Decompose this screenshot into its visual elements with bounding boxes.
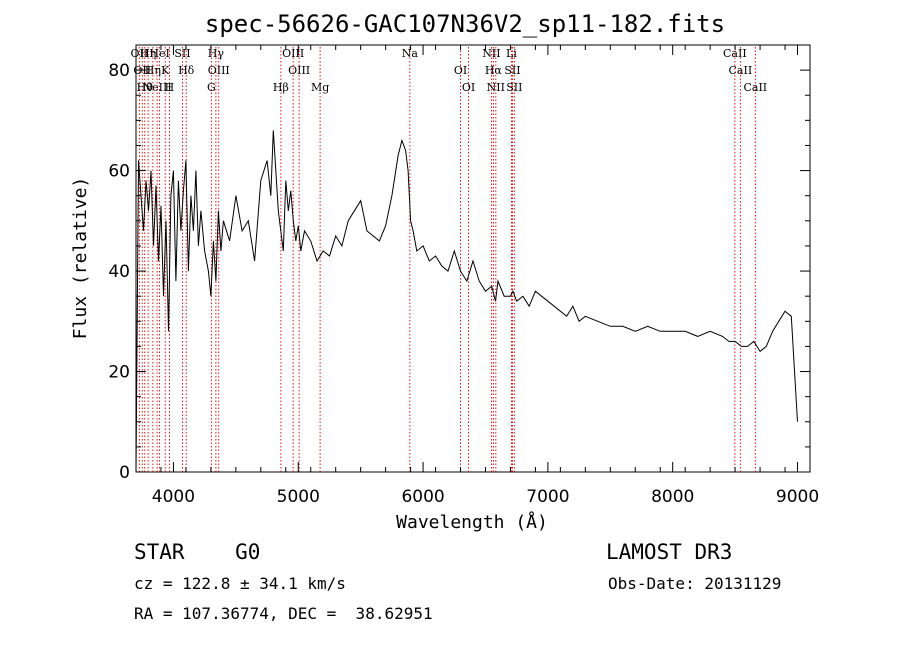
x-axis-label: Wavelength (Å) — [396, 511, 548, 533]
spectral-line-label: OII — [131, 47, 149, 60]
spectral-line-label: Hγ — [208, 47, 225, 60]
spectral-line-label: NII — [482, 47, 500, 60]
spectral-line-label: Hη — [140, 47, 156, 60]
y-axis-ticks: 0 20 40 60 80 — [108, 61, 810, 483]
sky-coordinates: RA = 107.36774, DEC = 38.62951 — [134, 604, 433, 623]
spectral-line-label: Hθ — [137, 81, 154, 94]
y-tick-label: 60 — [108, 162, 130, 182]
x-tick-label: 6000 — [401, 487, 444, 507]
spectral-line-label: OIII — [288, 64, 310, 77]
spectral-line-label: OI — [454, 64, 467, 77]
spectral-line-label: K — [161, 64, 170, 77]
y-tick-label: 80 — [108, 61, 130, 81]
spectral-line-label: OIII — [208, 64, 230, 77]
x-tick-label: 9000 — [776, 487, 819, 507]
spectrum-line — [135, 130, 798, 473]
y-axis-label: Flux (relative) — [70, 177, 91, 340]
spectral-line-label: H — [165, 81, 175, 94]
spectral-line-label: Hη — [145, 64, 161, 77]
spectral-line-label: CaII — [723, 47, 747, 60]
y-tick-label: 0 — [119, 463, 130, 483]
object-class: STAR G0 — [134, 540, 261, 564]
survey-name: LAMOST DR3 — [606, 540, 733, 564]
spectral-line-label: HeI — [149, 47, 169, 60]
x-tick-label: 8000 — [651, 487, 694, 507]
spectral-line-label: Mg — [311, 81, 329, 94]
spectral-line-label: CaII — [743, 81, 767, 94]
x-tick-label: 5000 — [277, 487, 320, 507]
redshift-velocity: cz = 122.8 ± 34.1 km/s — [134, 574, 346, 593]
observation-date: Obs-Date: 20131129 — [608, 574, 782, 593]
x-tick-label: 4000 — [152, 487, 195, 507]
spectral-line-label: Hβ — [273, 81, 289, 94]
spectral-line-label: CaII — [729, 64, 753, 77]
spectral-line-label: Li — [506, 47, 517, 60]
spectral-line-label: NII — [487, 81, 505, 94]
y-tick-label: 40 — [108, 262, 130, 282]
spectrum-series — [135, 130, 798, 473]
spectral-line-label: Hδ — [178, 64, 195, 77]
x-tick-label: 7000 — [526, 487, 569, 507]
spectral-line-label: Na — [402, 47, 419, 60]
spectral-line-labels: OIIOIIHθHηHηNeIIIHeIKHSIIHδGHγOIIIHβOIII… — [131, 47, 768, 94]
spectral-line-label: NeIII — [143, 81, 172, 94]
spectral-line-label: SII — [506, 81, 522, 94]
y-tick-label: 20 — [108, 363, 130, 383]
plot-frame — [135, 44, 811, 473]
x-axis-ticks: 4000 5000 6000 7000 8000 9000 — [135, 45, 819, 507]
spectral-line-label: Hα — [485, 64, 503, 77]
spectral-line-label: SII — [174, 47, 190, 60]
chart-title: spec-56626-GAC107N36V2_sp11-182.fits — [205, 10, 725, 38]
spectral-line-markers — [138, 47, 756, 472]
spectral-line-label: OI — [462, 81, 475, 94]
spectral-line-label: G — [207, 81, 216, 94]
spectral-line-label: SII — [504, 64, 520, 77]
